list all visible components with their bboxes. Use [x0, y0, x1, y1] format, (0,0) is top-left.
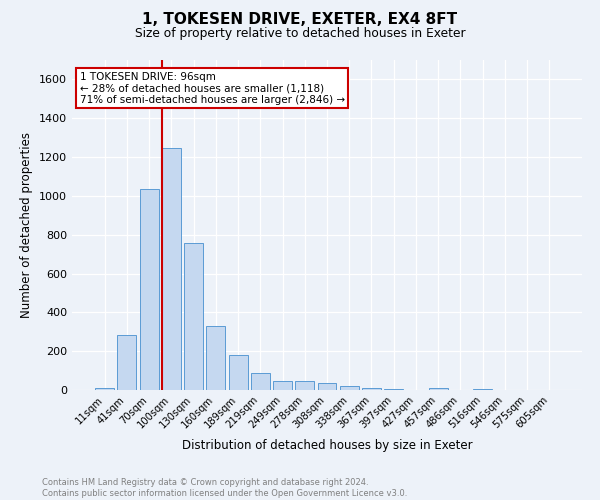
Bar [251, 373, 270, 390]
Bar [295, 382, 314, 390]
Bar [184, 244, 203, 390]
Text: Contains HM Land Registry data © Crown copyright and database right 2024.
Contai: Contains HM Land Registry data © Crown c… [42, 478, 407, 498]
Bar [95, 388, 114, 390]
X-axis label: Distribution of detached houses by size in Exeter: Distribution of detached houses by size … [182, 439, 472, 452]
Bar [340, 386, 359, 390]
Bar [317, 383, 337, 390]
Bar [140, 189, 158, 390]
Text: 1 TOKESEN DRIVE: 96sqm
← 28% of detached houses are smaller (1,118)
71% of semi-: 1 TOKESEN DRIVE: 96sqm ← 28% of detached… [80, 72, 345, 105]
Bar [429, 388, 448, 390]
Bar [162, 148, 181, 390]
Bar [362, 388, 381, 390]
Bar [118, 334, 136, 390]
Y-axis label: Number of detached properties: Number of detached properties [20, 132, 34, 318]
Bar [206, 326, 225, 390]
Bar [229, 356, 248, 390]
Bar [273, 380, 292, 390]
Text: 1, TOKESEN DRIVE, EXETER, EX4 8FT: 1, TOKESEN DRIVE, EXETER, EX4 8FT [142, 12, 458, 28]
Bar [473, 389, 492, 390]
Bar [384, 389, 403, 390]
Text: Size of property relative to detached houses in Exeter: Size of property relative to detached ho… [134, 28, 466, 40]
